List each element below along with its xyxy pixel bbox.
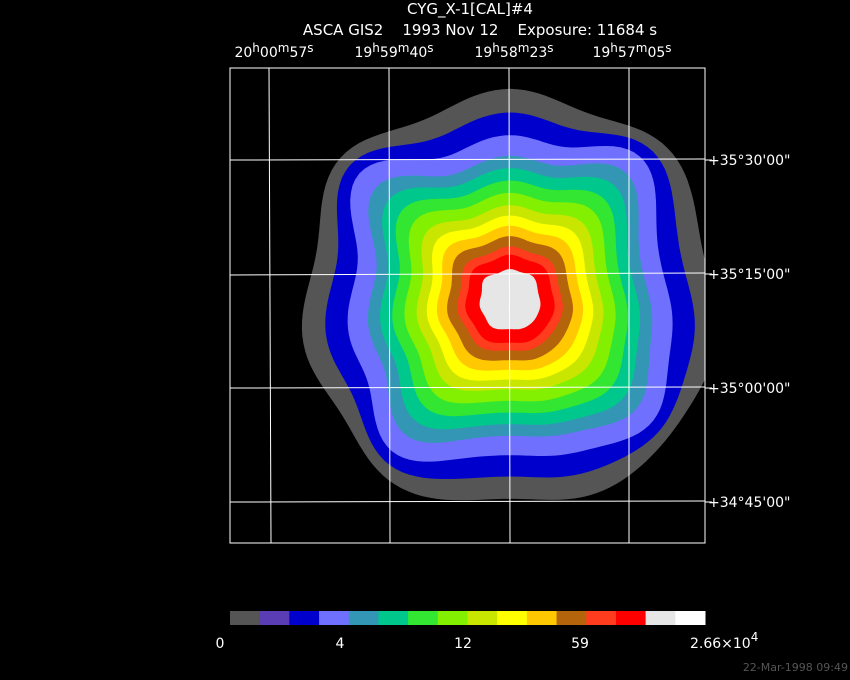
dec-label: +35°30'00" — [708, 153, 790, 169]
unit: h — [492, 41, 500, 55]
colorbar-swatch — [437, 611, 468, 625]
colorbar-swatch — [378, 611, 409, 625]
exponent: 4 — [751, 630, 759, 644]
unit: m — [518, 41, 530, 55]
colorbar-swatch — [348, 611, 379, 625]
grid — [229, 67, 706, 544]
subtitle: ASCA GIS2 1993 Nov 12 Exposure: 11684 s — [303, 21, 657, 39]
colorbar-swatch — [319, 611, 350, 625]
ra-label: 19h59m40s — [354, 41, 433, 61]
colorbar-swatch — [586, 611, 617, 625]
mantissa: 2.66×10 — [690, 636, 751, 652]
colorbar-label: 4 — [336, 636, 345, 652]
colorbar — [230, 611, 706, 625]
colorbar-swatch — [556, 611, 587, 625]
grid-line — [268, 67, 272, 544]
intensity-level — [479, 269, 541, 330]
frame — [229, 67, 706, 544]
number: 00 — [260, 45, 278, 61]
number: 40 — [409, 45, 427, 61]
number: 59 — [380, 45, 398, 61]
grid-line — [229, 386, 706, 389]
number: 05 — [647, 45, 665, 61]
unit: s — [547, 41, 553, 55]
unit: s — [665, 41, 671, 55]
grid-line — [229, 272, 706, 276]
colorbar-swatch — [230, 611, 261, 625]
unit: m — [278, 41, 290, 55]
colorbar-max-label: 2.66×104 — [690, 630, 758, 652]
unit: s — [427, 41, 433, 55]
grid-line — [229, 158, 706, 161]
colorbar-label: 59 — [571, 636, 589, 652]
colorbar-swatch — [615, 611, 647, 625]
dec-label: +35°00'00" — [708, 381, 790, 397]
unit: m — [398, 41, 410, 55]
unit: s — [307, 41, 313, 55]
ra-labels: 20h00m57s 19h59m40s 19h58m23s 19h57m05s — [234, 41, 671, 61]
number: 57 — [618, 45, 636, 61]
number: 58 — [500, 45, 518, 61]
grid-line — [508, 67, 511, 544]
grid-line — [229, 500, 706, 503]
number: 19 — [592, 45, 610, 61]
grid-line — [388, 67, 391, 544]
unit: h — [372, 41, 380, 55]
source-image — [301, 88, 705, 501]
unit: h — [610, 41, 618, 55]
number: 23 — [529, 45, 547, 61]
number: 19 — [474, 45, 492, 61]
number: 57 — [289, 45, 307, 61]
unit: m — [636, 41, 648, 55]
colorbar-swatch — [259, 611, 290, 625]
ra-label: 19h57m05s — [592, 41, 671, 61]
ra-label: 20h00m57s — [234, 41, 313, 61]
number: 19 — [354, 45, 372, 61]
colorbar-label: 0 — [216, 636, 225, 652]
ra-label: 19h58m23s — [474, 41, 553, 61]
dec-label: +35°15'00" — [708, 267, 790, 283]
colorbar-swatch — [645, 611, 676, 625]
dec-labels: +35°30'00" +35°15'00" +35°00'00" +34°45'00" — [705, 153, 790, 511]
number: 20 — [234, 45, 252, 61]
dec-label: +34°45'00" — [708, 495, 790, 511]
title: CYG_X-1[CAL]#4 — [407, 0, 533, 19]
unit: h — [252, 41, 260, 55]
colorbar-swatch — [289, 611, 320, 625]
timestamp: 22-Mar-1998 09:49 — [743, 661, 848, 674]
colorbar-swatch — [675, 611, 706, 625]
colorbar-swatch — [408, 611, 439, 625]
colorbar-swatch — [497, 611, 528, 625]
colorbar-label: 12 — [454, 636, 472, 652]
colorbar-swatch — [467, 611, 498, 625]
colorbar-swatch — [526, 611, 558, 625]
